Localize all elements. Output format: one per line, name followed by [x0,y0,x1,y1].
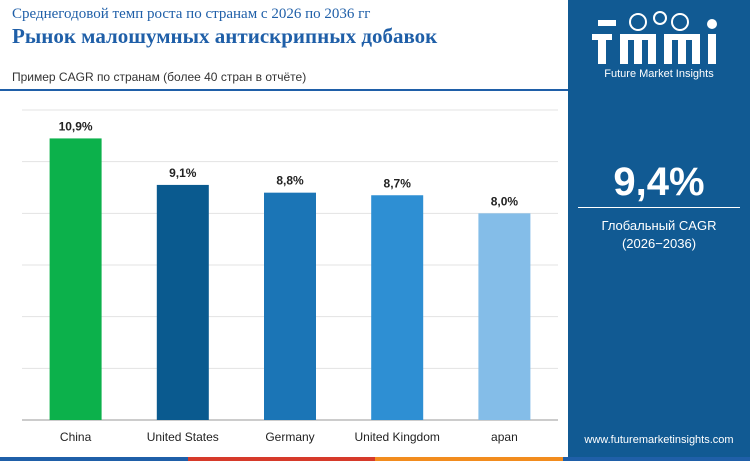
bar-united-states [156,184,209,420]
fmi-logo [592,11,717,64]
footer-strip-segment [562,457,750,461]
bar-chart: 10,9% China 9,1% United States 8,8% Germany 8,… [22,109,558,444]
bar-germany [264,192,316,420]
chart-title: Рынок малошумных антискрипных добавок [12,24,438,48]
category-label: China [60,430,92,444]
panel-divider [578,207,740,208]
category-label: United States [147,430,219,444]
category-label: Germany [265,430,314,444]
category-label: apan [491,430,518,444]
value-label: 8,8% [276,174,304,188]
value-label: 8,7% [384,176,412,190]
value-label: 10,9% [59,119,93,133]
footer-color-strip [0,457,750,461]
value-label: 9,1% [169,166,197,180]
category-label: United Kingdom [355,430,440,444]
bar-china [49,138,102,420]
note-divider [0,89,568,91]
footer-strip-segment [187,457,375,461]
summary-panel: Future Market Insights 9,4% Глобальный C… [568,0,750,461]
global-cagr-value: 9,4% [613,160,705,204]
chart-note: Пример CAGR по странам (более 40 стран в… [12,70,307,84]
footer-strip-segment [375,457,563,461]
logo-text: Future Market Insights [604,68,714,80]
chart-subtitle: Среднегодовой темп роста по странам с 20… [12,6,371,22]
website-link[interactable]: www.futuremarketinsights.com [584,434,734,446]
footer-strip-segment [0,457,188,461]
global-cagr-label: Глобальный CAGR [601,218,717,233]
labels: 10,9% China 9,1% United States 8,8% Germany 8,… [59,119,519,444]
bar-united-kingdom [371,195,424,420]
bar-apan [478,213,531,420]
value-label: 8,0% [491,194,519,208]
bars [49,138,531,420]
global-cagr-period: (2026−2036) [621,236,697,251]
